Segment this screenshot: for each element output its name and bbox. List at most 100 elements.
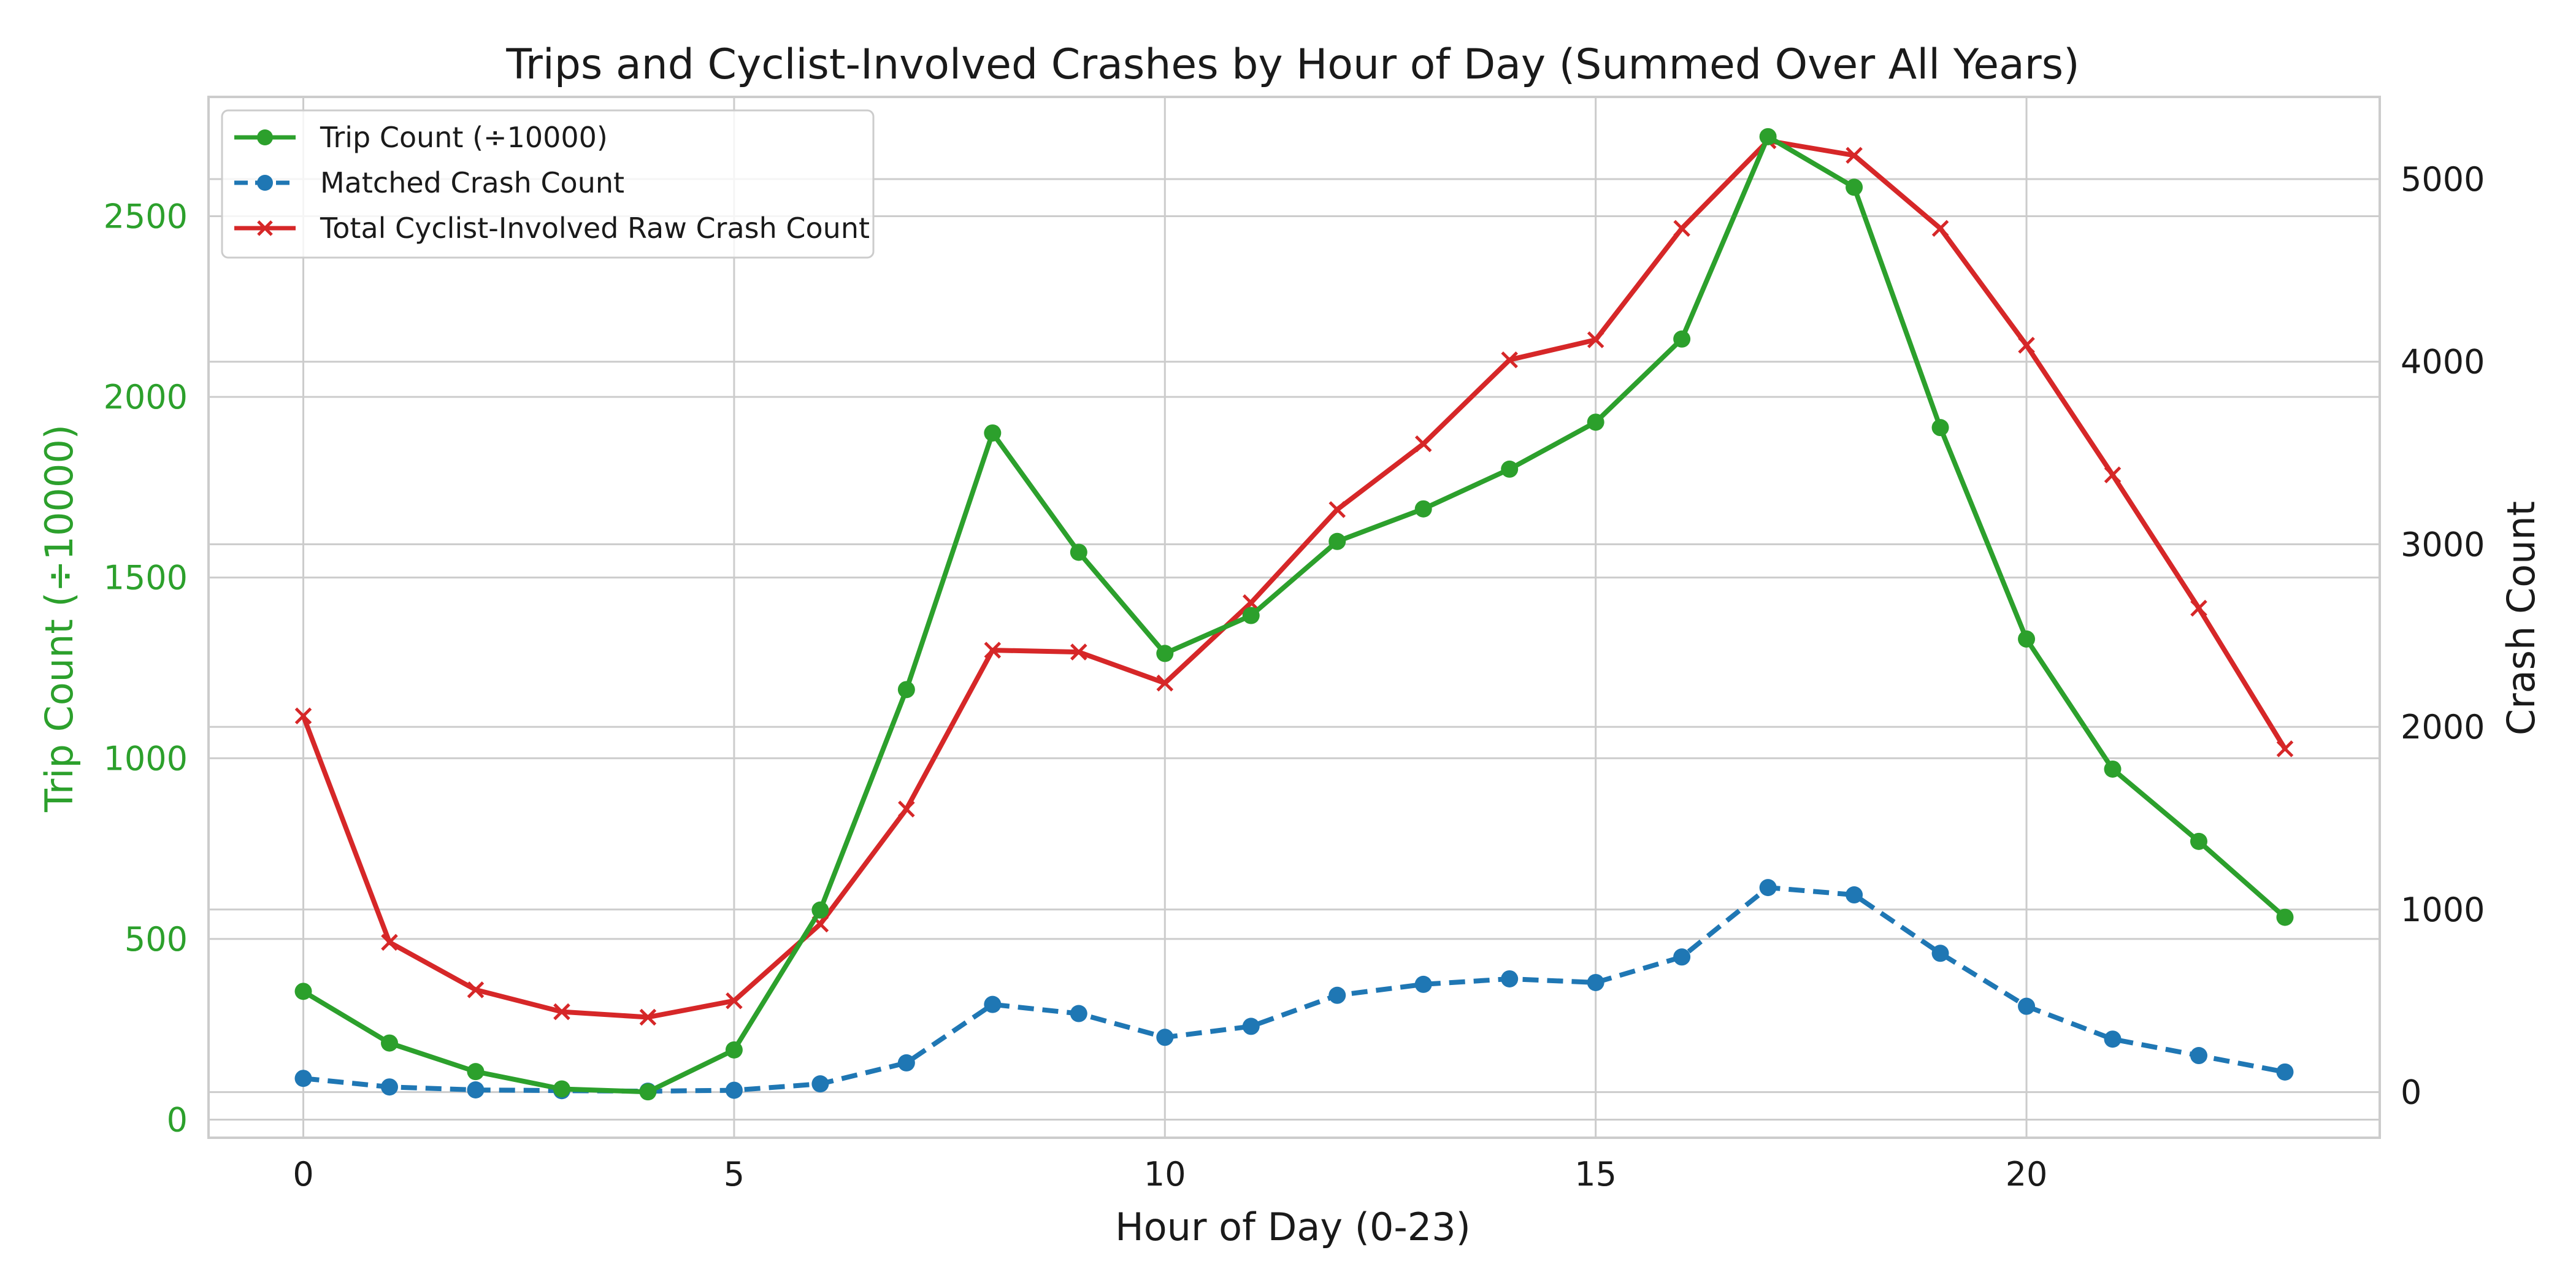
y-left-tick-label: 1500 [104, 559, 188, 597]
data-point [1242, 1018, 1260, 1035]
y-right-tick-label: 3000 [2401, 525, 2485, 564]
x-tick-label: 0 [293, 1155, 313, 1194]
data-point [1414, 500, 1432, 518]
data-point [1673, 330, 1691, 348]
legend-label: Matched Crash Count [320, 166, 624, 199]
data-point [1242, 607, 1260, 624]
data-point [1414, 435, 1432, 453]
data-point [2018, 997, 2036, 1015]
data-point [2018, 630, 2036, 648]
x-tick-label: 10 [1144, 1155, 1186, 1194]
y-right-tick-label: 1000 [2401, 891, 2485, 929]
data-point [553, 1003, 570, 1021]
data-point [1328, 986, 1346, 1004]
data-point [1328, 501, 1346, 518]
data-point [1931, 419, 1949, 437]
data-point [1759, 879, 1777, 897]
y-axis-right-label: Crash Count [2499, 501, 2543, 735]
data-point [1414, 975, 1432, 993]
chart-title: Trips and Cyclist-Involved Crashes by Ho… [505, 40, 2079, 89]
data-point [553, 1080, 570, 1098]
y-right-tick-label: 0 [2401, 1073, 2421, 1112]
legend-marker [257, 220, 273, 236]
data-point [725, 1041, 743, 1059]
data-point [898, 800, 915, 818]
data-point [1846, 147, 1863, 164]
data-point [726, 992, 743, 1010]
y-left-tick-label: 500 [125, 920, 188, 959]
data-point [381, 933, 398, 951]
data-point [1587, 331, 1604, 348]
data-point [984, 642, 1002, 659]
data-point [467, 981, 485, 999]
data-point [2190, 1047, 2207, 1065]
x-tick-label: 5 [724, 1155, 745, 1194]
data-point [467, 1081, 485, 1098]
data-point [1070, 643, 1087, 661]
data-point [897, 1054, 915, 1071]
data-point [984, 995, 1002, 1013]
data-point [1070, 1005, 1087, 1022]
data-point [467, 1063, 485, 1081]
y-left-tick-label: 2500 [104, 197, 188, 236]
data-point [2018, 337, 2035, 354]
series-0 [294, 128, 2294, 1101]
data-point [381, 1034, 398, 1052]
data-point [1070, 543, 1087, 561]
y-left-tick-label: 0 [167, 1101, 188, 1140]
legend-box [221, 109, 875, 259]
y-left-tick-label: 1000 [104, 739, 188, 778]
x-tick-label: 20 [2006, 1155, 2048, 1194]
x-tick-label: 15 [1574, 1155, 1617, 1194]
y-right-tick-label: 2000 [2401, 708, 2485, 746]
data-point [811, 1075, 829, 1093]
data-point [1673, 220, 1690, 237]
series-line [301, 134, 2288, 1095]
axes: 0 5 10 15 20 0 500 1000 1500 2000 2500 0 1000 2000 300… [104, 160, 2485, 1194]
data-point [1673, 948, 1691, 966]
data-point [984, 424, 1002, 442]
data-point [1242, 594, 1260, 611]
data-point [1931, 220, 1949, 237]
data-point [1156, 645, 1174, 662]
data-point [294, 707, 312, 725]
plot-frame [207, 96, 2381, 1139]
x-axis-label: Hour of Day (0-23) [1115, 1205, 1471, 1249]
data-point [1501, 970, 1519, 987]
data-point [2104, 466, 2122, 484]
data-point [1501, 460, 1519, 478]
legend-label: Total Cyclist-Involved Raw Crash Count [320, 212, 870, 245]
data-point [725, 1081, 743, 1099]
data-point [1156, 1029, 1174, 1046]
legend-marker [257, 175, 273, 191]
data-point [294, 983, 312, 1000]
data-point [1501, 351, 1518, 369]
series-layer [294, 128, 2294, 1101]
legend: Trip Count (÷10000) Matched Crash Count To… [221, 109, 875, 259]
data-point [2190, 832, 2207, 850]
data-point [2276, 740, 2294, 757]
data-point [2104, 1030, 2122, 1048]
data-point [1328, 532, 1346, 550]
data-point [1846, 886, 1863, 904]
legend-marker [257, 129, 273, 145]
data-point [1587, 973, 1604, 991]
y-left-tick-label: 2000 [104, 378, 188, 416]
series-line [301, 138, 2288, 1020]
series-2 [294, 132, 2294, 1026]
data-point [381, 1078, 398, 1096]
legend-label: Trip Count (÷10000) [320, 121, 608, 154]
data-point [639, 1008, 657, 1026]
grid-lines [209, 97, 2380, 1138]
y-right-tick-label: 5000 [2401, 160, 2485, 199]
y-axis-left-label: Trip Count (÷10000) [37, 424, 82, 813]
data-point [1846, 178, 1863, 196]
y-right-tick-label: 4000 [2401, 343, 2485, 381]
data-point [2276, 908, 2294, 926]
data-point [2276, 1063, 2294, 1081]
data-point [294, 1070, 312, 1087]
data-point [1759, 128, 1777, 145]
data-point [639, 1083, 657, 1101]
data-point [1587, 413, 1604, 431]
